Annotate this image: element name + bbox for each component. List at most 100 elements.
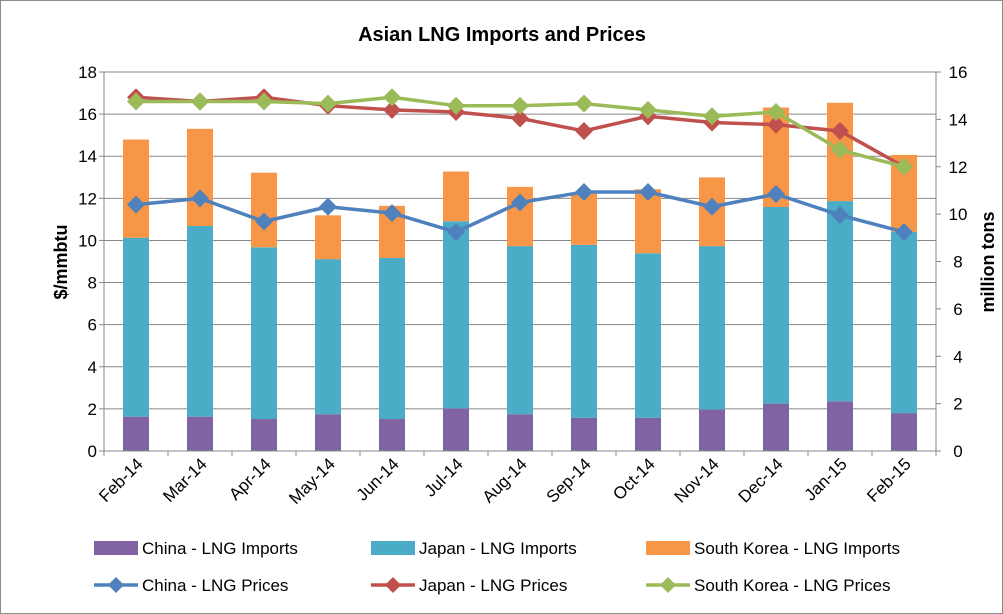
x-tick-label: Feb-14 <box>95 454 147 506</box>
y-right-tick-label: 0 <box>953 442 962 461</box>
legend-swatch-china-imports <box>94 541 138 555</box>
y-right-tick-label: 14 <box>949 110 968 129</box>
x-tick-label: Jul-14 <box>421 454 467 500</box>
bar-japan-imports <box>251 247 277 420</box>
point-south-korea-prices <box>511 96 529 115</box>
bar-china-imports <box>123 416 149 451</box>
y-left-tick-label: 6 <box>88 316 97 335</box>
bar-japan-imports <box>315 259 341 415</box>
y-left-tick-label: 16 <box>78 105 97 124</box>
y-right-tick-label: 2 <box>953 395 962 414</box>
legend-swatch-south-korea-imports <box>646 541 690 555</box>
bar-japan-imports <box>699 246 725 410</box>
point-china-prices <box>831 206 849 225</box>
point-japan-prices <box>831 121 849 140</box>
point-china-prices <box>895 223 913 242</box>
point-south-korea-prices <box>447 96 465 115</box>
y-left-tick-label: 12 <box>78 189 97 208</box>
bar-japan-imports <box>379 257 405 420</box>
legend-marker-south-korea-prices <box>660 577 676 593</box>
x-tick-label: May-14 <box>285 454 339 508</box>
x-tick-label: Aug-14 <box>479 454 531 506</box>
x-tick-label: Dec-14 <box>735 454 787 506</box>
bar-japan-imports <box>635 253 661 418</box>
bar-japan-imports <box>891 231 917 414</box>
y-left-tick-label: 10 <box>78 231 97 250</box>
bar-china-imports <box>827 401 853 451</box>
y-right-tick-label: 16 <box>949 63 968 82</box>
bar-south-korea-imports <box>187 128 213 226</box>
point-south-korea-prices <box>831 140 849 159</box>
y-left-tick-label: 18 <box>78 63 97 82</box>
point-china-prices <box>447 223 465 242</box>
bar-south-korea-imports <box>571 192 597 245</box>
legend-swatch-japan-imports <box>371 541 415 555</box>
bar-china-imports <box>571 417 597 451</box>
y-right-tick-label: 6 <box>953 300 962 319</box>
bar-china-imports <box>763 403 789 451</box>
chart-title: Asian LNG Imports and Prices <box>358 24 646 46</box>
x-tick-label: Apr-14 <box>225 454 275 504</box>
point-japan-prices <box>511 109 529 128</box>
legend-label-japan-prices: Japan - LNG Prices <box>419 576 567 595</box>
point-china-prices <box>639 183 657 202</box>
point-south-korea-prices <box>895 157 913 176</box>
bar-south-korea-imports <box>251 172 277 248</box>
bar-south-korea-imports <box>315 215 341 260</box>
point-south-korea-prices <box>639 100 657 119</box>
bar-japan-imports <box>187 225 213 417</box>
point-south-korea-prices <box>383 88 401 107</box>
bar-china-imports <box>187 416 213 451</box>
point-china-prices <box>575 183 593 202</box>
point-china-prices <box>703 197 721 216</box>
point-china-prices <box>767 185 785 204</box>
legend-label-south-korea-imports: South Korea - LNG Imports <box>694 539 900 558</box>
point-china-prices <box>127 195 145 214</box>
y-left-tick-label: 2 <box>88 400 97 419</box>
y-left-tick-label: 14 <box>78 147 97 166</box>
bar-japan-imports <box>443 221 469 409</box>
point-south-korea-prices <box>127 92 145 111</box>
bar-japan-imports <box>123 237 149 417</box>
point-china-prices <box>255 212 273 231</box>
point-south-korea-prices <box>319 94 337 113</box>
point-japan-prices <box>383 100 401 119</box>
x-tick-label: Sep-14 <box>543 454 595 506</box>
point-south-korea-prices <box>703 107 721 126</box>
bar-china-imports <box>315 414 341 451</box>
y-right-tick-label: 12 <box>949 158 968 177</box>
bar-china-imports <box>635 417 661 451</box>
bar-japan-imports <box>507 246 533 415</box>
x-tick-label: Jun-14 <box>353 454 403 504</box>
point-china-prices <box>191 189 209 208</box>
y-left-tick-label: 0 <box>88 442 97 461</box>
bar-south-korea-imports <box>123 139 149 238</box>
bar-japan-imports <box>571 244 597 418</box>
y-right-tick-label: 10 <box>949 205 968 224</box>
x-tick-label: Feb-15 <box>863 454 915 506</box>
bar-china-imports <box>379 419 405 451</box>
legend-label-china-imports: China - LNG Imports <box>142 539 298 558</box>
bar-china-imports <box>251 419 277 451</box>
bar-south-korea-imports <box>443 171 469 222</box>
bar-china-imports <box>699 409 725 451</box>
point-japan-prices <box>575 121 593 140</box>
point-south-korea-prices <box>767 103 785 122</box>
point-south-korea-prices <box>191 92 209 111</box>
point-south-korea-prices <box>255 92 273 111</box>
point-japan-prices <box>767 115 785 134</box>
x-tick-label: Nov-14 <box>671 454 723 506</box>
legend-label-china-prices: China - LNG Prices <box>142 576 288 595</box>
x-tick-label: Oct-14 <box>609 454 659 504</box>
bar-china-imports <box>507 414 533 451</box>
point-china-prices <box>319 197 337 216</box>
y-axis-left-title: $/mmbtu <box>51 224 71 299</box>
bar-japan-imports <box>827 201 853 402</box>
bar-china-imports <box>891 413 917 451</box>
bar-japan-imports <box>763 207 789 404</box>
y-right-tick-label: 4 <box>953 347 962 366</box>
y-axis-right-title: million tons <box>978 212 998 313</box>
y-left-tick-label: 8 <box>88 274 97 293</box>
